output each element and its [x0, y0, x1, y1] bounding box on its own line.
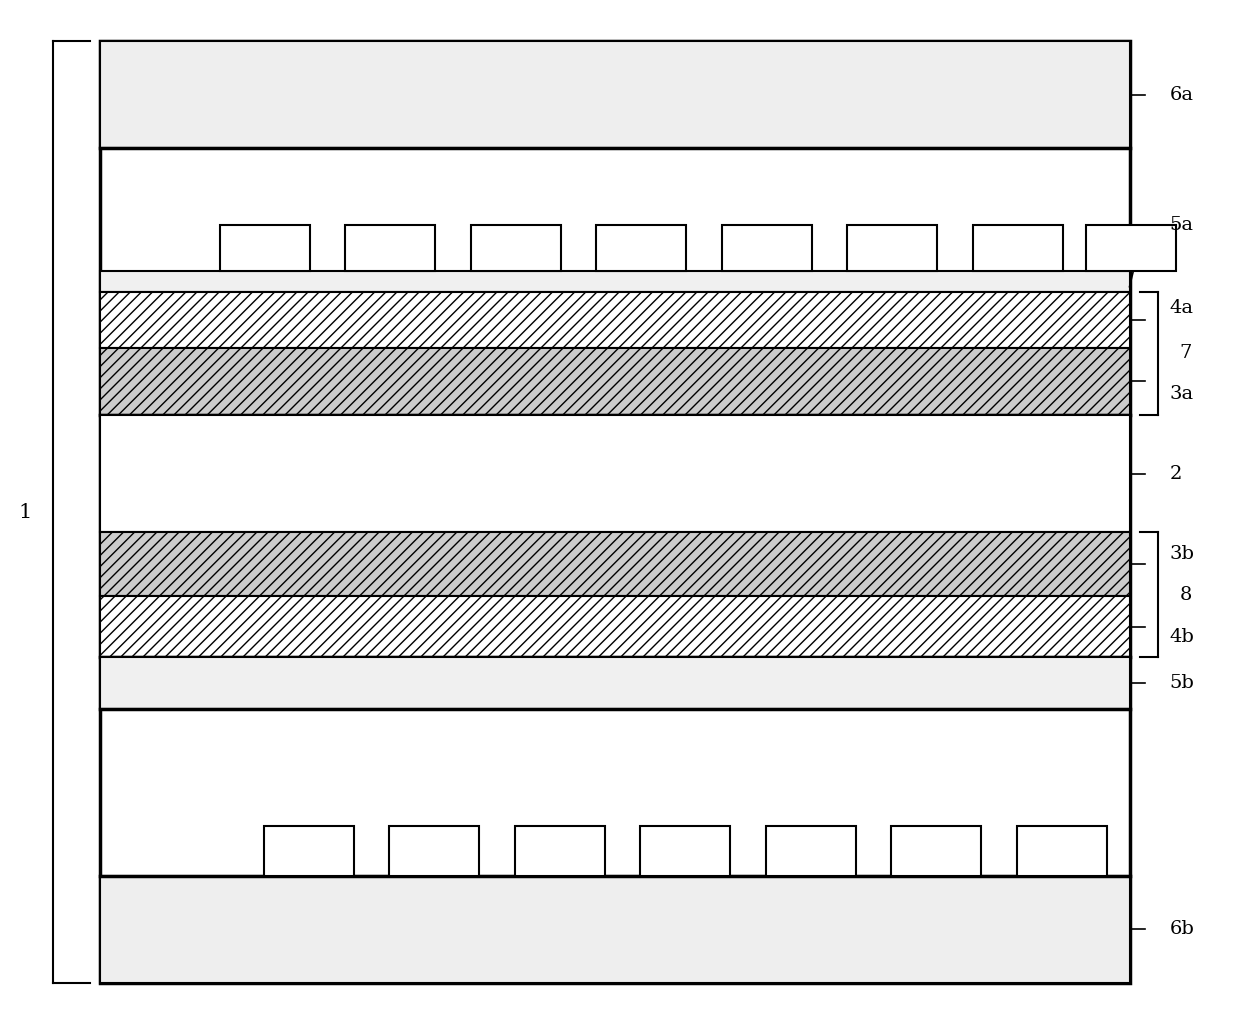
Bar [100, 415, 1130, 532]
Text: 7: 7 [1180, 344, 1192, 362]
Text: 5a: 5a [1170, 216, 1194, 234]
Text: 6b: 6b [1170, 921, 1195, 938]
Bar [100, 292, 1130, 348]
Bar [596, 225, 686, 271]
Text: 3b: 3b [1170, 545, 1195, 563]
Text: 1: 1 [19, 503, 31, 521]
Bar [722, 225, 812, 271]
Text: 4a: 4a [1170, 299, 1194, 316]
Text: 5b: 5b [1170, 674, 1195, 692]
Bar [766, 826, 856, 876]
Text: 2: 2 [1170, 465, 1182, 482]
Bar [345, 225, 435, 271]
Bar [220, 225, 310, 271]
Text: 8: 8 [1180, 586, 1192, 604]
Bar [264, 826, 354, 876]
Bar [100, 271, 1130, 292]
Bar [515, 826, 605, 876]
Bar [100, 41, 1130, 148]
Bar [100, 41, 1130, 983]
Bar [640, 826, 730, 876]
Bar [100, 532, 1130, 596]
Bar [891, 826, 981, 876]
Bar [100, 596, 1130, 657]
Bar [471, 225, 561, 271]
Text: 6a: 6a [1170, 86, 1194, 103]
Bar [1086, 225, 1176, 271]
Text: 4b: 4b [1170, 628, 1195, 646]
Bar [1017, 826, 1107, 876]
Bar [100, 657, 1130, 709]
Text: 3a: 3a [1170, 385, 1194, 402]
Bar [100, 348, 1130, 415]
Bar [973, 225, 1063, 271]
Bar [389, 826, 479, 876]
Bar [100, 876, 1130, 983]
Bar [847, 225, 937, 271]
